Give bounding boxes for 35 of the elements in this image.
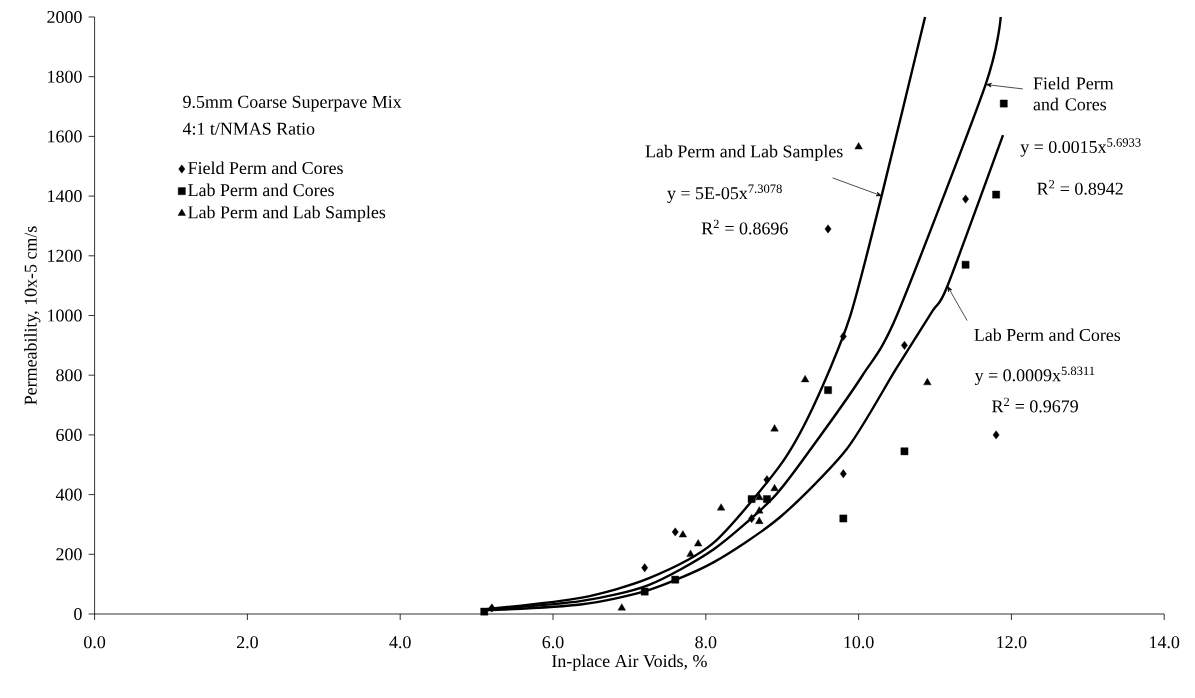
text: 4:1 t/NMAS Ratio xyxy=(182,122,315,135)
x-axis-title: In-place Air Voids, % xyxy=(552,654,707,671)
x-tick-label: 12.0 xyxy=(997,636,1027,649)
annotation: Lab Perm and Cores xyxy=(974,328,1121,342)
y-axis-title: Permeability, 10x-5 cm/s xyxy=(24,226,41,405)
x-tick-label: 0.0 xyxy=(84,636,106,649)
y-tick-label: 800 xyxy=(56,369,82,382)
y-tick-label: 1800 xyxy=(48,70,82,83)
annotation: Lab Perm and Lab Samples xyxy=(645,144,843,162)
annotation: y = 0.0009x$^{5.8311}$ xyxy=(974,366,1095,386)
x-tick-label: 6.0 xyxy=(542,636,564,649)
y-tick-label: 200 xyxy=(56,548,82,561)
x-tick-label: 2.0 xyxy=(236,636,258,649)
y-tick-label: 1200 xyxy=(48,249,82,262)
legend-label: Lab Perm and Lab Samples xyxy=(188,205,386,222)
legend-label: Field Perm and Cores xyxy=(188,161,343,175)
y-tick-label: 400 xyxy=(55,488,82,501)
annotation: Field Perm and Cores xyxy=(1033,76,1114,111)
y-tick-label: 2000 xyxy=(47,10,82,24)
y-tick-label: 600 xyxy=(56,428,82,441)
annotation: y = 0.0015x$^{5.6933}$ xyxy=(1020,138,1141,157)
annotation: R$^{2}$ = 0.9679 xyxy=(992,397,1078,413)
y-tick-label: 1600 xyxy=(48,130,82,143)
annotation: R$^{2}$ = 0.8942 xyxy=(1037,180,1123,195)
text: 9.5mm Coarse Superpave Mix xyxy=(183,95,402,112)
y-tick-label: 1400 xyxy=(48,190,82,203)
annotation: R$^{2}$ = 0.8696 xyxy=(701,219,788,235)
x-tick-label: 8.0 xyxy=(695,636,717,649)
legend-label: Lab Perm and Cores xyxy=(188,183,334,197)
x-tick-label: 10.0 xyxy=(844,636,874,649)
y-tick-label: 1000 xyxy=(48,309,82,322)
annotation: y = 5E-05x$^{7.3078}$ xyxy=(667,184,782,203)
x-tick-label: 4.0 xyxy=(389,636,411,649)
x-tick-label: 14.0 xyxy=(1150,636,1180,649)
y-tick-label: 0 xyxy=(74,607,82,621)
